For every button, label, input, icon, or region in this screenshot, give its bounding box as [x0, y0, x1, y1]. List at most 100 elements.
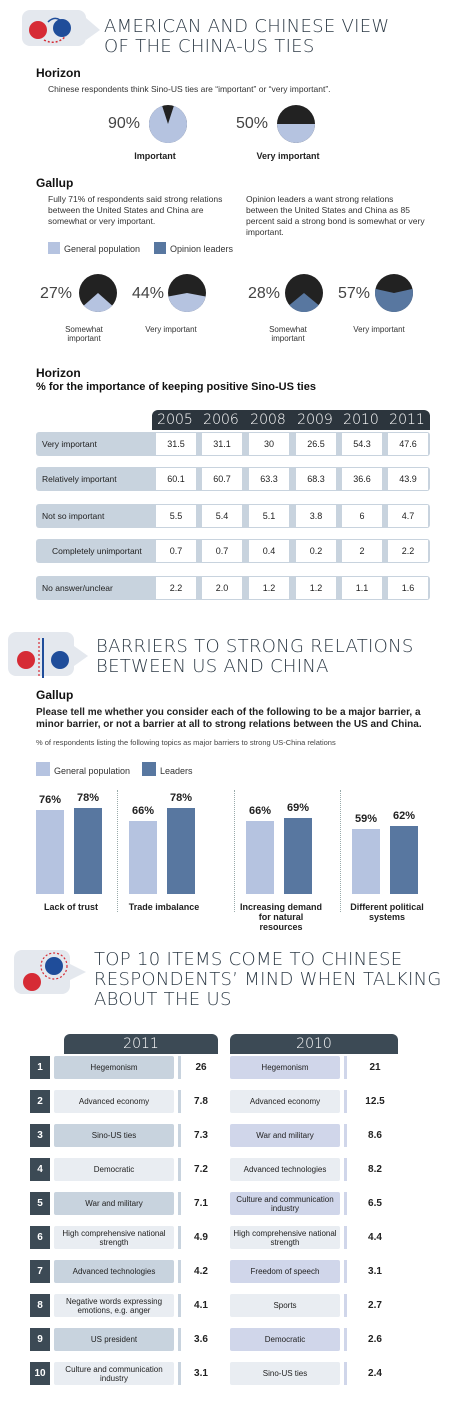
rank-number: 2: [30, 1090, 50, 1113]
value-2011: 7.8: [178, 1090, 221, 1113]
header-2011: 2011: [64, 1034, 218, 1054]
item-2011: Advanced technologies: [54, 1260, 174, 1283]
table-cell: 2: [342, 540, 382, 562]
pie-ol-somewhat: [285, 274, 323, 312]
table-row-label: Relatively important: [42, 474, 117, 484]
section3-title-line1: TOP 10 ITEMS COME TO CHINESE: [94, 949, 403, 970]
bar-leaders: [284, 818, 312, 894]
item-2011: High comprehensive national strength: [54, 1226, 174, 1249]
pie-very-important-slice: [277, 124, 315, 143]
group-divider: [117, 790, 118, 912]
gallup-desc-right: Opinion leaders a want strong relations …: [246, 194, 425, 237]
rank-number: 1: [30, 1056, 50, 1079]
header-2011-label: 2011: [123, 1036, 159, 1052]
table-cell: 43.9: [388, 468, 428, 490]
pie-very-important-pct: 50%: [236, 115, 269, 132]
value-2011: 4.1: [178, 1294, 221, 1317]
bar-general: [352, 829, 380, 894]
table-cell: 47.6: [388, 433, 428, 455]
bar-value-label: 62%: [392, 809, 416, 822]
pie-ol-very-slice: [375, 288, 413, 312]
group-divider: [340, 790, 341, 912]
value-2010: 2.7: [344, 1294, 403, 1317]
barrier-icon: [8, 632, 88, 678]
item-2010: Hegemonism: [230, 1056, 340, 1079]
value-2011: 3.6: [178, 1328, 221, 1351]
table-cell: 26.5: [296, 433, 336, 455]
item-2010: Culture and communication industry: [230, 1192, 340, 1215]
table-source: Horizon: [36, 366, 81, 380]
table-cell: 5.4: [202, 505, 242, 527]
china-us-flags-icon: [22, 10, 100, 46]
value-2010: 12.5: [344, 1090, 403, 1113]
bar-general: [129, 821, 157, 894]
table-cell: 0.2: [296, 540, 336, 562]
pie-important-label: Important: [134, 151, 176, 161]
table-row-label: Completely unimportant: [52, 546, 142, 556]
pie-important-pct: 90%: [108, 115, 141, 132]
barriers-subtitle: % of respondents listing the following t…: [36, 738, 336, 747]
item-2010: Sino-US ties: [230, 1362, 340, 1385]
bar-value-label: 66%: [248, 805, 272, 818]
bar-category-label: Different political systems: [342, 902, 432, 922]
rank-number: 3: [30, 1124, 50, 1147]
table-cell: 63.3: [249, 468, 289, 490]
year-header-2005: 2005: [157, 412, 193, 428]
value-2010: 2.6: [344, 1328, 403, 1351]
table-cell: 1.2: [296, 577, 336, 599]
bar-category-line: Trade imbalance: [128, 902, 200, 912]
barriers-legend-general-label: General population: [54, 766, 131, 776]
bar-value-label: 66%: [131, 805, 155, 818]
barriers-legend-general: General population: [36, 762, 130, 776]
section1-title-line1: AMERICAN AND CHINESE VIEW: [104, 16, 390, 37]
table-cell: 2.2: [156, 577, 196, 599]
pie-gp-very: [168, 274, 206, 312]
pie-very-important-label: Very important: [256, 151, 320, 161]
table-cell: 0.7: [156, 540, 196, 562]
item-2011: Culture and communication industry: [54, 1362, 174, 1385]
pie-very-important: [277, 105, 315, 143]
section3-title-line2: RESPONDENTS’ MIND WHEN TALKING: [94, 969, 442, 990]
table-cell: 0.4: [249, 540, 289, 562]
barriers-swatch-leaders: [142, 762, 156, 776]
pie-ol-somewhat-label-text: Somewhat important: [269, 325, 307, 343]
bar-leaders: [74, 808, 102, 894]
mind-icon: [14, 950, 86, 994]
table-cell: 54.3: [342, 433, 382, 455]
bar-category-line: Different political: [350, 902, 424, 912]
value-2010: 21: [344, 1056, 403, 1079]
table-row-label: Not so important: [42, 511, 105, 521]
bar-general: [36, 810, 64, 894]
table-cell: 6: [342, 505, 382, 527]
pie-ol-somewhat-pct: 28%: [248, 285, 281, 302]
gallup-source: Gallup: [36, 176, 74, 190]
value-2011: 7.1: [178, 1192, 221, 1215]
bar-category-label: Trade imbalance: [119, 902, 209, 912]
section2-title-line2: BETWEEN US AND CHINA: [96, 656, 329, 677]
bar-general: [246, 821, 274, 894]
pie-gp-somewhat-label-text: Somewhat important: [65, 325, 103, 343]
bar-category-label: Increasing demand for natural resources: [236, 902, 326, 932]
item-2011: Hegemonism: [54, 1056, 174, 1079]
legend-leaders-label: Opinion leaders: [170, 244, 234, 254]
rank-number: 6: [30, 1226, 50, 1249]
value-2011: 3.1: [178, 1362, 221, 1385]
pie-gp-very-label: Very important: [145, 325, 197, 334]
bar-category-label: Lack of trust: [26, 902, 116, 912]
value-2010: 8.2: [344, 1158, 403, 1181]
horizon-source: Horizon: [36, 66, 81, 80]
barriers-source: Gallup: [36, 688, 74, 702]
barriers-swatch-general: [36, 762, 50, 776]
legend-swatch-general: [48, 242, 60, 254]
value-2010: 3.1: [344, 1260, 403, 1283]
barriers-legend-leaders: Leaders: [142, 762, 193, 776]
table-cell: 2.0: [202, 577, 242, 599]
item-2010: Democratic: [230, 1328, 340, 1351]
item-2010: Advanced technologies: [230, 1158, 340, 1181]
header-2010: 2010: [230, 1034, 398, 1054]
bar-value-label: 78%: [169, 792, 193, 805]
table-cell: 3.8: [296, 505, 336, 527]
bar-value-label: 59%: [354, 813, 378, 826]
value-2010: 8.6: [344, 1124, 403, 1147]
item-2010: High comprehensive national strength: [230, 1226, 340, 1249]
